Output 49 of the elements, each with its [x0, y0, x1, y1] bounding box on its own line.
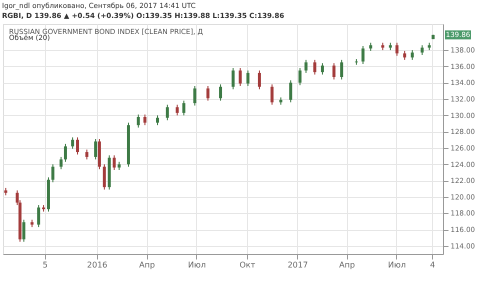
candlestick [46, 176, 50, 212]
candlestick [98, 138, 101, 170]
candlestick [258, 70, 261, 90]
candlestick [112, 154, 116, 170]
x-tick-label: 2016 [87, 260, 108, 270]
candlestick [176, 104, 179, 116]
candlestick [420, 44, 424, 56]
candlestick [182, 100, 186, 116]
x-tick-label: 5 [42, 260, 48, 270]
candlestick [166, 104, 169, 121]
candlestick [51, 164, 54, 183]
candlestick [289, 80, 292, 103]
x-tick-label: Апр [339, 260, 355, 270]
x-tick-label: Июл [388, 260, 406, 270]
candlestick [304, 59, 308, 74]
candlestick [136, 114, 140, 128]
candlestick [320, 62, 324, 76]
candlestick [362, 46, 364, 64]
candlestick [94, 138, 98, 160]
candlestick [143, 114, 146, 126]
candlestick [395, 42, 398, 56]
candlestick [410, 50, 414, 60]
candlestick [64, 143, 67, 162]
candlestick [238, 68, 242, 86]
candlestick [22, 219, 26, 242]
candlestick [232, 68, 235, 90]
candlestick [126, 122, 130, 168]
candlestick [71, 136, 74, 150]
candlestick [298, 68, 302, 86]
candlestick [193, 85, 196, 106]
candlestick [37, 204, 40, 228]
candlestick [76, 136, 80, 155]
candlestick [340, 59, 344, 80]
candlestick [246, 70, 250, 86]
x-tick-label: Окт [239, 260, 256, 270]
x-tick-label: Апр [139, 260, 155, 270]
candlestick [332, 62, 336, 80]
candlestick [102, 164, 106, 190]
candlestick [60, 156, 63, 170]
candlestick [313, 59, 316, 76]
candlestick [156, 114, 160, 126]
x-tick-label: 4 [430, 260, 436, 270]
candlestick [219, 84, 222, 102]
candlestick [206, 85, 210, 102]
candlestick [108, 154, 111, 190]
candlestick [270, 84, 274, 106]
x-tick-label: 2017 [288, 260, 308, 270]
x-tick-label: Июл [188, 260, 206, 270]
candlestick [85, 149, 88, 160]
